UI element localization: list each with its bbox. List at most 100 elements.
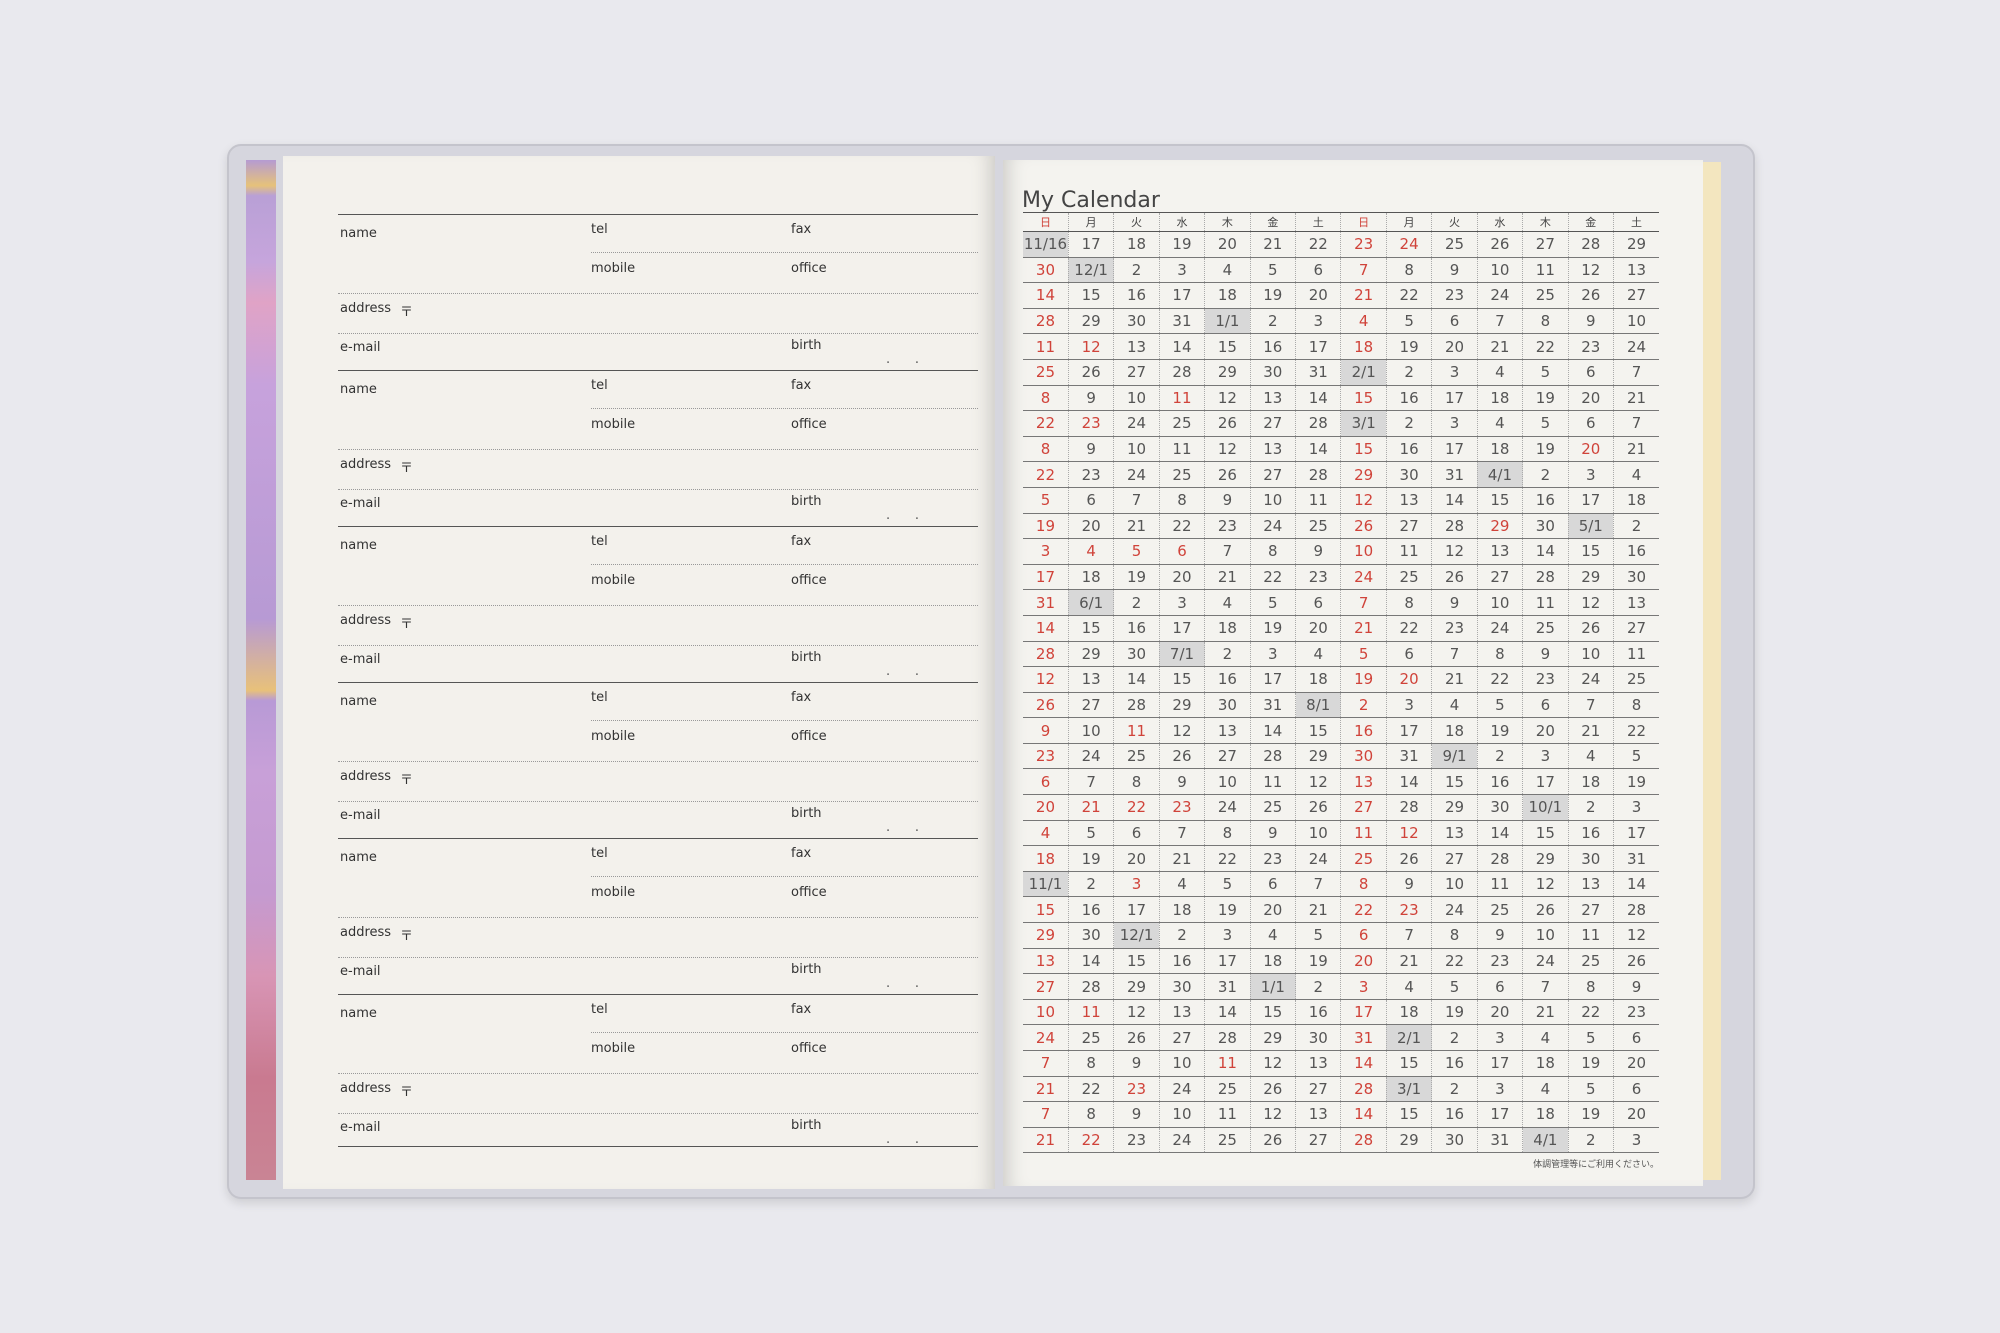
calendar-day: 13 [1431, 820, 1478, 847]
calendar-row: 11/1 2 3 4 5 6 7 8 9 10 11 12 13 14 [1023, 871, 1659, 898]
calendar-day: 14 [1023, 615, 1069, 642]
calendar-day: 23 [1158, 794, 1205, 821]
calendar-day: 14 [1023, 282, 1069, 309]
birth-date-dots: . . [886, 352, 920, 367]
calendar-day: 24 [1249, 513, 1296, 540]
office-label: office [791, 261, 827, 276]
calendar-day: 22 [1431, 948, 1478, 975]
calendar-day: 14 [1249, 717, 1296, 744]
divider [338, 801, 978, 802]
calendar-day: 2 [1113, 257, 1160, 284]
calendar-day: 11 [1340, 820, 1387, 847]
calendar-day: 21 [1340, 282, 1387, 309]
address-entry: name tel fax mobile office address 〒 e-m… [338, 526, 978, 682]
calendar-day: 9/1 [1431, 743, 1478, 770]
calendar-day: 8 [1612, 692, 1659, 719]
calendar-day: 5 [1567, 1024, 1614, 1051]
calendar-day: 19 [1476, 717, 1523, 744]
calendar-day: 22 [1385, 282, 1432, 309]
calendar-day: 19 [1522, 385, 1569, 412]
calendar-day: 21 [1567, 717, 1614, 744]
calendar-day: 14 [1113, 666, 1160, 693]
calendar-day: 24 [1113, 410, 1160, 437]
calendar-day: 9 [1023, 717, 1069, 744]
calendar-day: 2 [1522, 461, 1569, 488]
calendar-day: 10 [1522, 922, 1569, 949]
calendar-day: 30 [1385, 461, 1432, 488]
calendar-day: 9 [1522, 641, 1569, 668]
calendar-day: 12 [1249, 1050, 1296, 1077]
calendar-day: 11 [1067, 999, 1114, 1026]
calendar-row: 22 23 24 25 26 27 28 3/1 2 3 4 5 6 7 [1023, 410, 1659, 437]
calendar-day: 17 [1431, 436, 1478, 463]
calendar-day: 12 [1385, 820, 1432, 847]
calendar-day: 23 [1476, 948, 1523, 975]
calendar-day: 17 [1476, 1101, 1523, 1128]
calendar-day: 2 [1067, 871, 1114, 898]
office-label: office [791, 417, 827, 432]
calendar-day: 19 [1158, 231, 1205, 258]
divider [591, 876, 978, 877]
calendar-day: 7/1 [1158, 641, 1205, 668]
address-entry: name tel fax mobile office address 〒 e-m… [338, 682, 978, 838]
index-tabs[interactable] [246, 160, 276, 1180]
calendar-day: 31 [1249, 692, 1296, 719]
calendar-day: 15 [1113, 948, 1160, 975]
postal-mark: 〒 [400, 305, 414, 320]
calendar-day: 15 [1340, 436, 1387, 463]
calendar-row: 25 26 27 28 29 30 31 2/1 2 3 4 5 6 7 [1023, 359, 1659, 386]
calendar-day: 12 [1340, 487, 1387, 514]
calendar-day: 18 [1476, 385, 1523, 412]
calendar-day: 8 [1249, 538, 1296, 565]
calendar-day: 17 [1113, 896, 1160, 924]
calendar-day: 26 [1522, 896, 1569, 924]
name-label: name [340, 1006, 377, 1021]
birth-date-dots: . . [886, 820, 920, 835]
calendar-day: 13 [1385, 487, 1432, 514]
calendar-day: 28 [1113, 692, 1160, 719]
postal-mark: 〒 [400, 461, 414, 476]
calendar-day: 11 [1113, 717, 1160, 744]
calendar-day: 6 [1567, 410, 1614, 437]
calendar-day: 16 [1567, 820, 1614, 847]
calendar-day: 21 [1431, 666, 1478, 693]
calendar-day: 25 [1476, 896, 1523, 924]
calendar-day: 6 [1113, 820, 1160, 847]
calendar-day: 29 [1476, 513, 1523, 540]
divider [338, 489, 978, 490]
calendar-day: 3 [1158, 589, 1205, 616]
calendar-day: 8 [1385, 257, 1432, 284]
calendar-day: 7 [1340, 257, 1387, 284]
calendar-day: 22 [1385, 615, 1432, 642]
calendar-day: 10 [1476, 589, 1523, 616]
calendar-row: 7 8 9 10 11 12 13 14 15 16 17 18 19 20 [1023, 1050, 1659, 1077]
calendar-day: 21 [1158, 845, 1205, 872]
calendar-day: 15 [1567, 538, 1614, 565]
mobile-label: mobile [591, 573, 636, 588]
calendar-day: 27 [1340, 794, 1387, 821]
calendar-day: 3 [1295, 308, 1341, 335]
calendar-day: 6 [1023, 768, 1069, 796]
calendar-day: 3 [1113, 871, 1160, 898]
calendar-day: 20 [1340, 948, 1387, 975]
calendar-day: 11 [1158, 436, 1205, 463]
weekday-header: 木 [1204, 212, 1251, 232]
address-label: address [340, 301, 392, 316]
address-label: address [340, 925, 392, 940]
calendar-day: 24 [1158, 1076, 1205, 1103]
calendar-day: 22 [1204, 845, 1251, 872]
calendar-day: 24 [1476, 615, 1523, 642]
calendar-day: 5 [1249, 589, 1296, 616]
calendar-day: 22 [1522, 333, 1569, 360]
divider [338, 293, 978, 294]
calendar-day: 17 [1431, 385, 1478, 412]
calendar-day: 8 [1023, 385, 1069, 412]
calendar-day: 9 [1158, 768, 1205, 796]
calendar-day: 25 [1023, 359, 1069, 386]
calendar-day: 7 [1113, 487, 1160, 514]
calendar-day: 27 [1522, 231, 1569, 258]
calendar-day: 28 [1340, 1076, 1387, 1103]
calendar-day: 7 [1023, 1050, 1069, 1077]
calendar-row: 29 30 12/1 2 3 4 5 6 7 8 9 10 11 12 [1023, 922, 1659, 949]
calendar-day: 2 [1476, 743, 1523, 770]
